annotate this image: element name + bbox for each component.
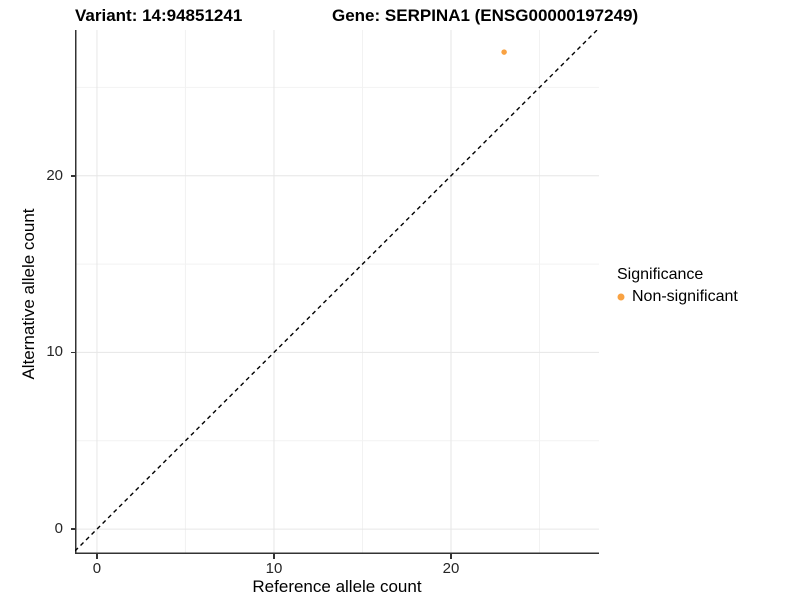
x-axis-title: Reference allele count [252,577,422,596]
x-tick [450,554,452,559]
y-tick-label: 10 [46,343,63,361]
legend-entry-non-significant: Non-significant [614,288,738,306]
x-tick-label: 20 [442,560,460,577]
variant-title: Variant: 14:94851241 [75,6,243,25]
legend-point-icon [617,293,624,301]
y-tick [70,175,75,177]
plot-panel [75,30,599,554]
data-point [501,49,507,55]
x-tick [96,554,98,559]
y-tick-label: 0 [54,520,63,538]
plot-canvas [75,30,599,554]
x-tick [273,554,275,559]
legend-entry-label: Non-significant [632,288,738,305]
y-axis-title: Alternative allele count [19,208,38,380]
legend-title: Significance [617,266,704,283]
legend: Significance Non-significant [614,266,738,306]
gene-title: Gene: SERPINA1 (ENSG00000197249) [332,6,639,25]
x-tick-label: 10 [265,560,283,577]
y-tick [70,351,75,354]
y-tick [70,528,75,530]
x-tick-label: 0 [92,560,102,577]
identity-line [75,30,599,552]
y-tick-label: 20 [46,166,63,184]
legend-key-box [614,291,627,304]
